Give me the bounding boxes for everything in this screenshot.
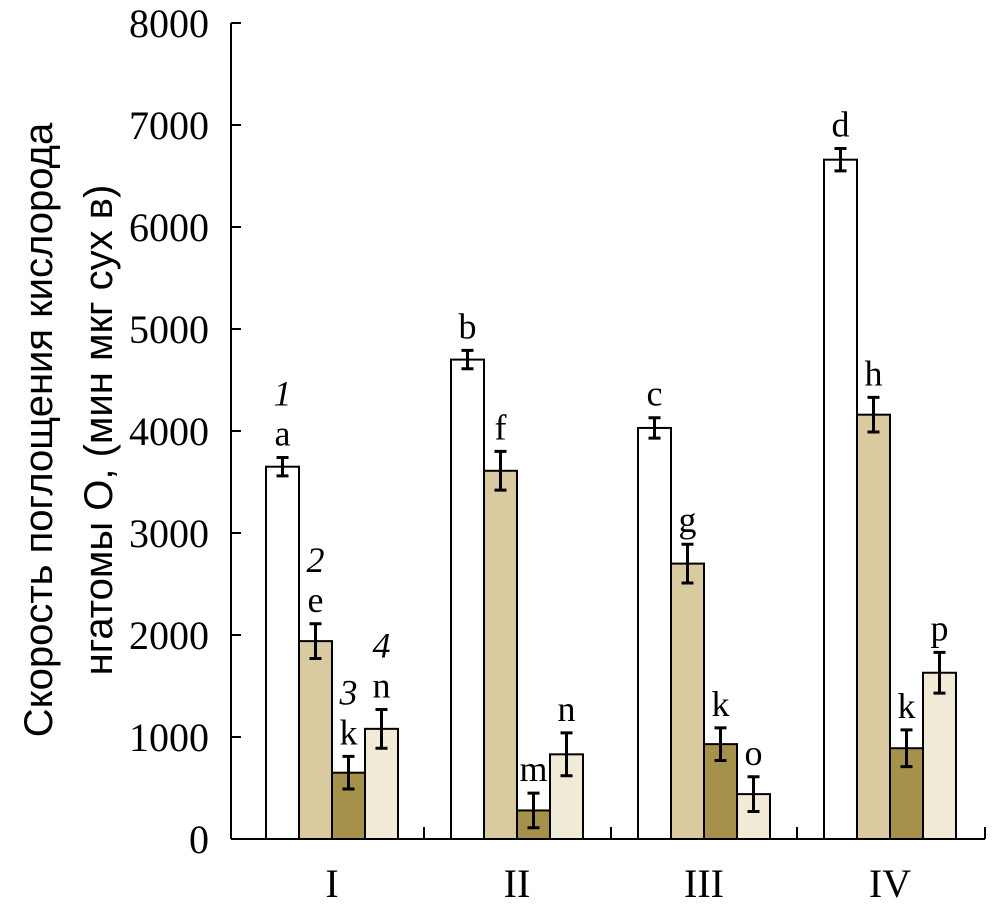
error-bar [900,728,913,769]
series-number-label: 1 [274,374,292,414]
significance-label: g [679,500,697,540]
series-number-label: 4 [373,625,391,665]
error-bar [461,348,474,371]
significance-label: e [308,580,324,620]
error-bar [714,726,727,762]
significance-label: f [495,407,507,447]
error-bar [681,542,694,585]
y-tick-label: 5000 [129,307,209,352]
error-bar [342,754,355,791]
bar [265,465,300,840]
bar [483,469,518,840]
error-bar [375,707,388,750]
significance-label: o [745,733,763,773]
y-axis-title: Скорость поглощения кислорода нгатомы O,… [17,122,121,737]
x-tick-label: III [684,861,724,906]
y-tick-label: 0 [189,817,209,862]
significance-label: n [373,665,391,705]
bar [856,413,891,840]
significance-label: k [340,712,358,752]
error-bar [309,622,322,660]
y-tick-label: 4000 [129,409,209,454]
error-bar [834,146,847,173]
y-axis-title-line-1: Скорость поглощения кислорода [17,122,61,737]
bar [298,640,333,840]
bar [450,358,485,840]
y-tick-label: 8000 [129,1,209,46]
error-bar [276,456,289,478]
series-number-label: 3 [339,672,358,712]
series-number-label: 2 [307,540,325,580]
error-bar [933,650,946,695]
significance-label: m [519,749,547,789]
error-bar [494,449,507,492]
y-tick-label: 6000 [129,205,209,250]
significance-label: n [558,689,576,729]
significance-label: p [931,608,949,648]
y-tick-label: 3000 [129,511,209,556]
significance-label: c [647,374,663,414]
x-tick-label: I [325,861,338,906]
significance-label: b [459,306,477,346]
y-axis-title-line-2: нгатомы O, (мин мкг сух в) [77,185,121,676]
bar [823,158,858,840]
bar [922,671,957,840]
error-bar [527,791,540,830]
error-bar [747,775,760,813]
y-tick-label: 2000 [129,613,209,658]
bar [670,562,705,840]
bars [265,146,957,841]
bar [637,426,672,840]
significance-label: a [275,414,291,454]
x-tick-label: IV [869,861,911,906]
error-bar [560,731,573,778]
x-tick-label: II [504,861,531,906]
significance-label: k [712,684,730,724]
y-tick-label: 1000 [129,715,209,760]
error-bar [867,395,880,434]
y-tick-label: 7000 [129,103,209,148]
significance-label: k [898,686,916,726]
significance-label: h [865,353,883,393]
error-bar [648,416,661,440]
significance-label: d [832,104,850,144]
